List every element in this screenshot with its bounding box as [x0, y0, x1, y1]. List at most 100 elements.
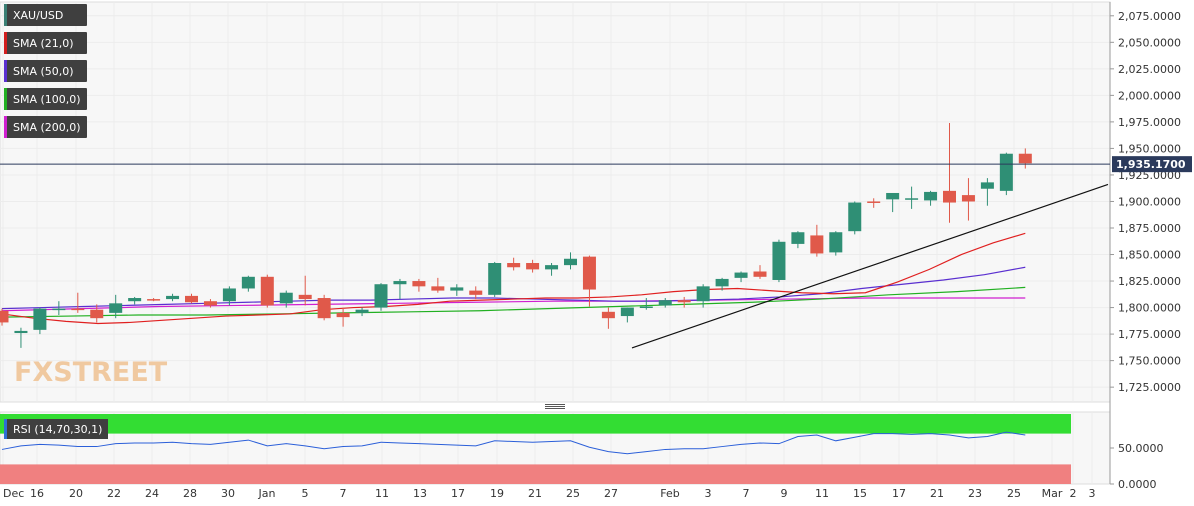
x-tick-label: 3 — [705, 487, 712, 500]
x-tick-label: 24 — [145, 487, 159, 500]
candle-body — [355, 309, 369, 313]
x-tick-label: 25 — [1007, 487, 1021, 500]
candle-body — [412, 281, 426, 287]
legend-label: SMA (21,0) — [13, 36, 74, 50]
candle-body — [336, 312, 350, 318]
candle-body — [279, 292, 293, 304]
x-tick-label: Feb — [660, 487, 679, 500]
candle-body — [14, 330, 28, 334]
watermark-logo: FXSTREET — [14, 357, 168, 388]
rsi-legend[interactable]: RSI (14,70,30,1) — [4, 419, 109, 439]
candle-body — [791, 232, 805, 244]
y-tick-label: 1,925.0000 — [1118, 169, 1181, 182]
x-tick-label: 19 — [490, 487, 504, 500]
rsi-oversold-zone — [0, 464, 1071, 484]
candle-body — [961, 195, 975, 202]
legend-label: XAU/USD — [13, 8, 64, 22]
x-tick-label: 28 — [183, 487, 197, 500]
candle-body — [545, 265, 559, 270]
legend-item[interactable]: SMA (21,0) — [4, 32, 87, 54]
y-tick-label: 1,800.0000 — [1118, 302, 1181, 315]
legend-item[interactable]: SMA (200,0) — [4, 116, 87, 138]
legend-swatch — [4, 4, 7, 26]
x-tick-label: 17 — [451, 487, 465, 500]
candle-body — [677, 300, 691, 303]
y-tick-label: 1,775.0000 — [1118, 328, 1181, 341]
candle-body — [260, 276, 274, 306]
candle-body — [905, 198, 919, 200]
candle-body — [33, 308, 47, 330]
candle-body — [488, 263, 502, 295]
candle-body — [810, 235, 824, 254]
candle-body — [469, 290, 483, 295]
last-price-tag — [1112, 156, 1192, 173]
legend-item[interactable]: SMA (50,0) — [4, 60, 87, 82]
candle-body — [52, 308, 66, 311]
candle-body — [166, 295, 180, 300]
candle-body — [1018, 153, 1032, 164]
rsi-tick-label: 50.0000 — [1118, 442, 1164, 455]
legend-label: SMA (100,0) — [13, 92, 81, 106]
legend-label: SMA (200,0) — [13, 120, 81, 134]
y-tick-label: 1,850.0000 — [1118, 249, 1181, 262]
x-tick-label: 9 — [781, 487, 788, 500]
candle-body — [639, 306, 653, 309]
candle-body — [185, 295, 198, 303]
legend-label: SMA (50,0) — [13, 64, 74, 78]
x-tick-label: Mar — [1042, 487, 1063, 500]
candle-body — [298, 294, 312, 300]
x-tick-label: 25 — [566, 487, 580, 500]
rsi-line — [1, 431, 1026, 455]
y-tick-label: 1,975.0000 — [1118, 116, 1181, 129]
sma100-line — [1, 286, 1026, 318]
y-tick-label: 2,000.0000 — [1118, 89, 1181, 102]
x-tick-label: 27 — [604, 487, 618, 500]
x-tick-label: 30 — [221, 487, 235, 500]
candle-body — [848, 202, 862, 232]
y-tick-label: 2,075.0000 — [1118, 10, 1181, 23]
x-tick-label: 23 — [968, 487, 982, 500]
candle-body — [943, 190, 956, 203]
x-tick-label: 5 — [302, 487, 309, 500]
candle-body — [109, 303, 123, 313]
x-tick-label: 3 — [1089, 487, 1096, 500]
candle-body — [924, 191, 938, 201]
candle-body — [241, 276, 255, 289]
x-tick-label: 2 — [1070, 487, 1077, 500]
candle-body — [658, 300, 672, 306]
sma200-line — [1, 297, 1026, 312]
candle-body — [582, 256, 596, 290]
candle-body — [450, 287, 464, 291]
legend-item[interactable]: SMA (100,0) — [4, 88, 87, 110]
candle-body — [90, 309, 104, 319]
y-tick-label: 2,050.0000 — [1118, 36, 1181, 49]
x-tick-label: 22 — [107, 487, 121, 500]
x-tick-label: 13 — [413, 487, 427, 500]
candle-body — [999, 153, 1013, 191]
candle-body — [564, 258, 577, 266]
candle-body — [222, 288, 236, 302]
x-tick-label: 15 — [853, 487, 867, 500]
x-tick-label: 11 — [815, 487, 829, 500]
candle-body — [0, 310, 9, 323]
candle-body — [753, 271, 767, 277]
legend-item[interactable]: XAU/USD — [4, 4, 87, 26]
x-tick-label: 17 — [892, 487, 906, 500]
legend: XAU/USD SMA (21,0) SMA (50,0) SMA (100,0) SM… — [4, 4, 87, 144]
legend-swatch — [4, 88, 7, 110]
x-tick-label: 16 — [30, 487, 44, 500]
candle-body — [696, 286, 710, 302]
x-tick-label: 7 — [340, 487, 347, 500]
x-tick-label: 7 — [743, 487, 750, 500]
candle-body — [620, 307, 634, 317]
pane-splitter-handle[interactable] — [545, 404, 565, 410]
x-tick-label: 21 — [528, 487, 542, 500]
candle-body — [867, 201, 881, 203]
candle-body — [374, 284, 388, 308]
candle-body — [715, 278, 729, 287]
y-tick-label: 1,875.0000 — [1118, 222, 1181, 235]
x-tick-label: Dec — [3, 487, 24, 500]
candle-body — [431, 286, 445, 291]
legend-swatch — [4, 60, 7, 82]
